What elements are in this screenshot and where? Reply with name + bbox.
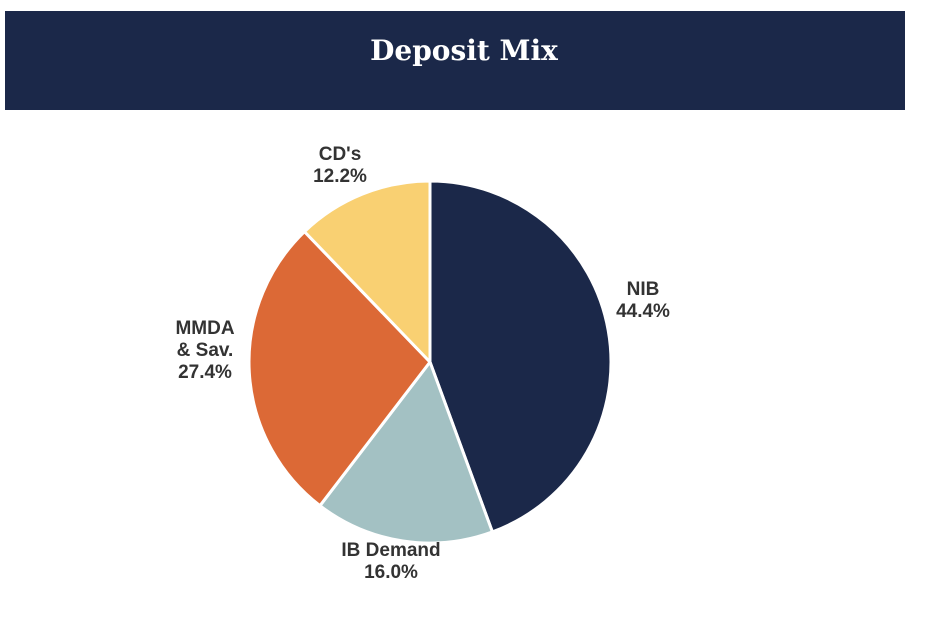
- chart-title: Deposit Mix: [370, 33, 558, 67]
- pie-slice-cd-s: [302, 179, 432, 364]
- pie-slice-mmda-sav: [247, 230, 432, 508]
- slice-label-mmda-sav: MMDA & Sav. 27.4%: [175, 318, 234, 383]
- pie-labels: NIB 44.4% IB Demand 16.0% MMDA & Sav. 27.4% CD'…: [175, 144, 670, 583]
- slice-label-ib-demand: IB Demand 16.0%: [341, 540, 440, 583]
- slice-label-cd-s: CD's 12.2%: [313, 144, 367, 187]
- title-bar: [5, 11, 905, 110]
- slice-label-nib: NIB 44.4%: [616, 279, 670, 322]
- pie-slice-nib: [428, 179, 613, 534]
- pie-slice-ib-demand: [318, 360, 494, 545]
- pie-slices: [247, 179, 613, 545]
